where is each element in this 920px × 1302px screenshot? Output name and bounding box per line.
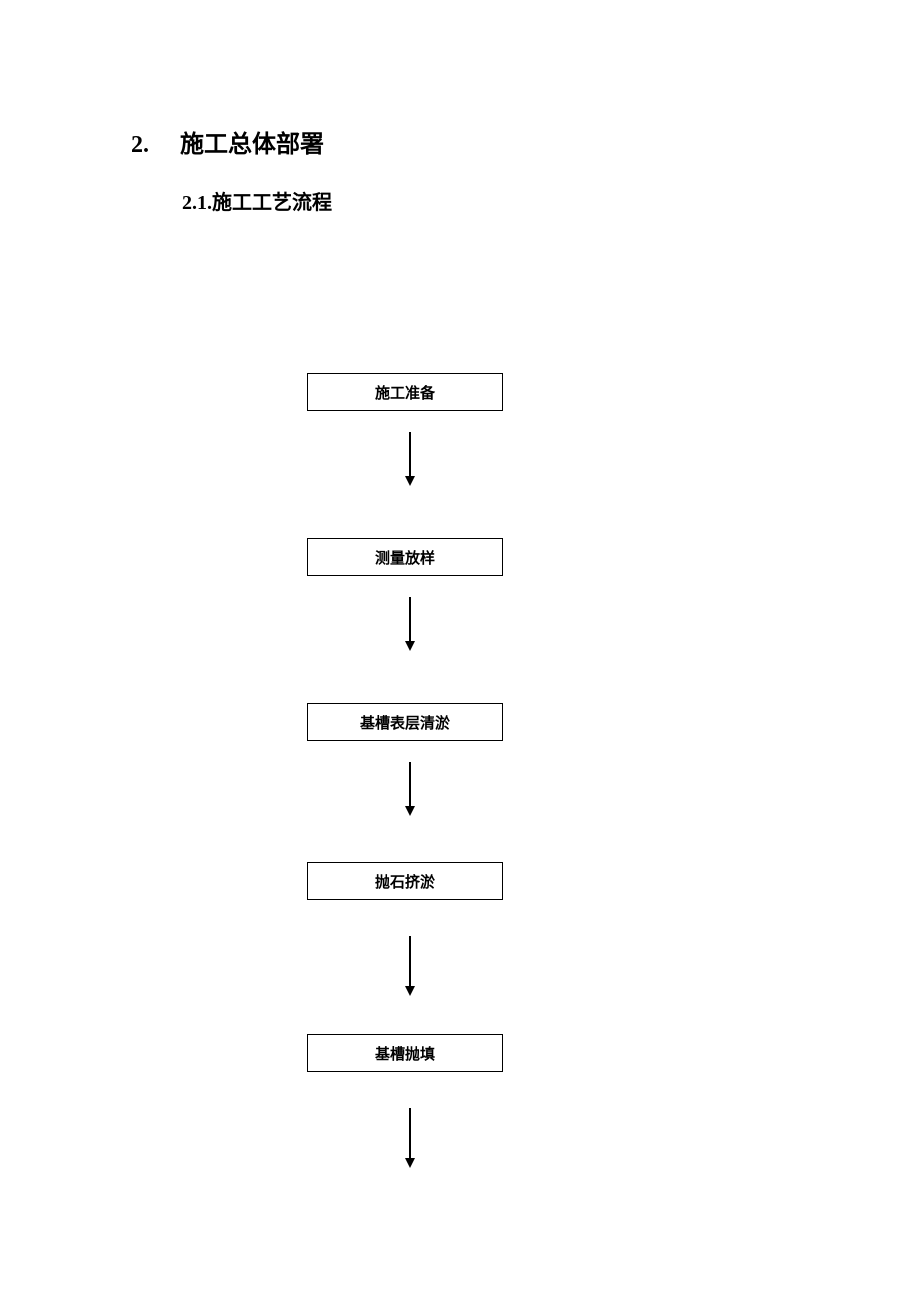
flow-arrow-4 bbox=[405, 1108, 415, 1168]
flow-arrow-2 bbox=[405, 762, 415, 816]
flow-node-0: 施工准备 bbox=[307, 373, 503, 411]
subheading-text: 2.1.施工工艺流程 bbox=[182, 192, 332, 214]
flow-node-label: 测量放样 bbox=[375, 547, 435, 568]
section-heading-1: 2. 施工总体部署 bbox=[131, 124, 324, 159]
flow-node-label: 抛石挤淤 bbox=[375, 871, 435, 892]
heading-number: 2. bbox=[131, 132, 149, 158]
flow-node-1: 测量放样 bbox=[307, 538, 503, 576]
flow-arrow-3 bbox=[405, 936, 415, 996]
flow-node-4: 基槽抛填 bbox=[307, 1034, 503, 1072]
flow-node-label: 基槽抛填 bbox=[375, 1043, 435, 1064]
flow-arrow-1 bbox=[405, 597, 415, 651]
flow-node-2: 基槽表层清淤 bbox=[307, 703, 503, 741]
flow-node-3: 抛石挤淤 bbox=[307, 862, 503, 900]
flow-node-label: 施工准备 bbox=[375, 382, 435, 403]
heading-text: 施工总体部署 bbox=[180, 132, 324, 158]
flow-arrow-0 bbox=[405, 432, 415, 486]
section-heading-2: 2.1.施工工艺流程 bbox=[182, 186, 332, 215]
flow-node-label: 基槽表层清淤 bbox=[360, 712, 450, 733]
